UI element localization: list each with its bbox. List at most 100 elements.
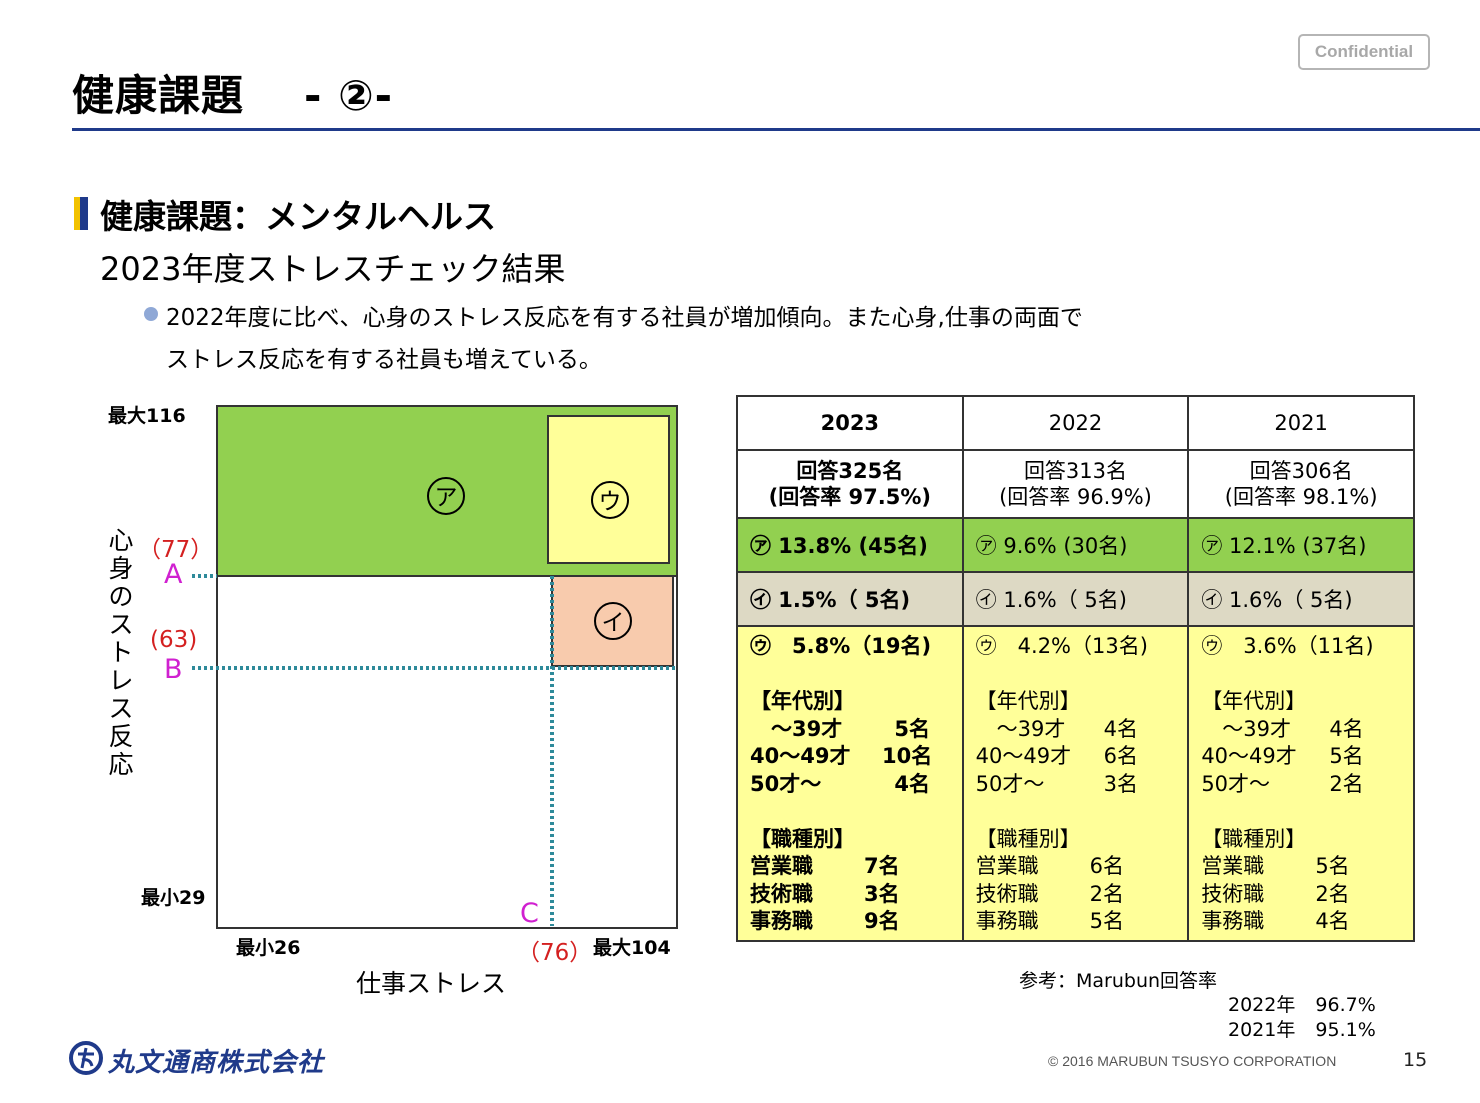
age-label: 50才～ — [1201, 771, 1271, 796]
job-value: 9名 — [864, 909, 900, 933]
company-name: 丸文通商株式会社 — [108, 1048, 325, 1078]
age-row: ～39才 4名 — [976, 716, 1180, 744]
job-label: 技術職 — [1201, 881, 1265, 906]
job-value: 5名 — [1089, 909, 1125, 933]
c-threshold-value: （76） — [517, 940, 593, 966]
response-rate: (回答率 96.9%) — [999, 485, 1152, 509]
x-axis-label: 仕事ストレス — [356, 969, 507, 998]
bullet-text-line1: 2022年度に比べ、心身のストレス反応を有する社員が増加傾向。また心身,仕事の両… — [166, 305, 1083, 331]
reference-year: 2021年 — [1228, 1019, 1296, 1041]
section-subheading: 2023年度ストレスチェック結果 — [100, 250, 566, 288]
reference-year: 2022年 — [1228, 994, 1296, 1016]
title-text: 健康課題 — [72, 71, 245, 120]
copyright: © 2016 MARUBUN TSUSYO CORPORATION — [1048, 1053, 1337, 1069]
zone-u-total: ㋒ 5.8%（19名) — [750, 634, 932, 658]
a-threshold-letter: A — [164, 559, 183, 590]
reference-label: 参考：Marubun回答率 — [1019, 970, 1218, 992]
confidential-badge: Confidential — [1298, 34, 1430, 70]
zone-u-2023: ㋒ 5.8%（19名) 【年代別】 ～39才 5名 40～49才 10名 50才～ 4… — [736, 625, 964, 942]
job-label: 事務職 — [1201, 909, 1265, 933]
job-value: 6名 — [1089, 854, 1125, 878]
zone-u-rect — [547, 415, 670, 564]
a-threshold-value: （77） — [138, 537, 214, 563]
age-value: 5名 — [894, 716, 930, 741]
reference-row: 2021年 95.1% — [1228, 1015, 1376, 1042]
age-label: ～39才 — [975, 716, 1066, 741]
year-2023: 2023 — [736, 395, 964, 451]
age-value: 6名 — [1103, 744, 1139, 768]
age-value: 4名 — [1103, 716, 1139, 741]
age-label: 40～49才 — [975, 744, 1072, 768]
age-label: ～39才 — [750, 716, 843, 741]
job-label: 営業職 — [750, 854, 813, 878]
response-2021: 回答306名 (回答率 98.1%) — [1187, 449, 1415, 519]
zone-i-circle — [594, 602, 632, 640]
zone-u-2022: ㋒ 4.2%（13名) 【年代別】 ～39才 4名 40～49才 6名 50才～ 3名… — [961, 625, 1190, 942]
page-title: 健康課題 - ②- — [72, 62, 393, 123]
section-heading: 健康課題：メンタルヘルス — [100, 197, 496, 236]
job-value: 3名 — [864, 881, 900, 906]
job-row: 営業職 6名 — [976, 853, 1180, 881]
zone-a-circle — [427, 477, 465, 515]
bullet-icon — [144, 307, 158, 321]
b-threshold-letter: B — [164, 654, 183, 685]
age-row: 40～49才 5名 — [1201, 743, 1405, 771]
job-label: 技術職 — [975, 881, 1039, 906]
section-marker-blue — [80, 197, 88, 230]
age-heading: 【年代別】 — [750, 689, 855, 713]
zone-a-2023: ㋐ 13.8% (45名) — [736, 517, 964, 573]
job-row: 営業職 7名 — [750, 853, 954, 881]
x-min-label: 最小26 — [236, 937, 301, 959]
zone-a-2022: ㋐ 9.6% (30名) — [961, 517, 1190, 573]
c-threshold-letter: C — [520, 898, 539, 929]
zone-u-label: ウ — [599, 489, 622, 515]
response-rate: (回答率 97.5%) — [768, 485, 932, 509]
reference-row: 2022年 96.7% — [1228, 990, 1376, 1017]
age-row: 50才～ 4名 — [750, 771, 954, 799]
y-max-label: 最大116 — [108, 405, 186, 427]
year-2021: 2021 — [1187, 395, 1415, 451]
job-row: 営業職 5名 — [1201, 853, 1405, 881]
zone-a-row: ㋐ 13.8% (45名) ㋐ 9.6% (30名) ㋐ 12.1% (37名) — [736, 517, 1415, 573]
zone-u-circle — [591, 481, 629, 519]
zone-i-2021: ㋑ 1.6%（ 5名) — [1187, 571, 1415, 627]
response-count: 回答306名 — [1249, 459, 1353, 483]
job-row: 技術職 3名 — [750, 881, 954, 909]
response-2023: 回答325名 (回答率 97.5%) — [736, 449, 964, 519]
age-value: 2名 — [1329, 771, 1364, 796]
company-logo-icon — [69, 1041, 103, 1075]
zone-i-label: イ — [602, 610, 625, 636]
job-value: 5名 — [1315, 854, 1350, 878]
zone-u-total: ㋒ 3.6%（11名) — [1201, 634, 1374, 658]
response-count: 回答325名 — [796, 459, 904, 483]
response-rate: (回答率 98.1%) — [1224, 485, 1378, 509]
reference-rate: 95.1% — [1315, 1019, 1376, 1041]
age-row: 40～49才 6名 — [976, 743, 1180, 771]
zone-u-2021: ㋒ 3.6%（11名) 【年代別】 ～39才 4名 40～49才 5名 50才～ 2名… — [1187, 625, 1415, 942]
zone-i-2022: ㋑ 1.6%（ 5名) — [961, 571, 1190, 627]
year-2022: 2022 — [961, 395, 1190, 451]
age-row: 40～49才 10名 — [750, 743, 954, 771]
job-label: 事務職 — [975, 909, 1039, 933]
age-label: 50才～ — [750, 771, 822, 796]
page-number: 15 — [1403, 1049, 1428, 1071]
zone-i-row: ㋑ 1.5%（ 5名) ㋑ 1.6%（ 5名) ㋑ 1.6%（ 5名) — [736, 571, 1415, 627]
age-label: 40～49才 — [750, 744, 851, 768]
age-row: ～39才 4名 — [1201, 716, 1405, 744]
job-label: 技術職 — [750, 881, 813, 906]
job-row: 技術職 2名 — [976, 881, 1180, 909]
zone-a-2021: ㋐ 12.1% (37名) — [1187, 517, 1415, 573]
age-value: 4名 — [894, 771, 930, 796]
age-heading: 【年代別】 — [975, 689, 1081, 713]
job-label: 営業職 — [975, 854, 1039, 878]
job-label: 営業職 — [1201, 854, 1265, 878]
job-label: 事務職 — [750, 909, 813, 933]
zone-u-row: ㋒ 5.8%（19名) 【年代別】 ～39才 5名 40～49才 10名 50才～ 4… — [736, 625, 1415, 942]
age-value: 4名 — [1329, 716, 1364, 741]
y-axis-label: 心身のストレス反応 — [108, 526, 134, 779]
age-row: 50才～ 2名 — [1201, 771, 1405, 799]
job-value: 4名 — [1315, 909, 1350, 933]
age-value: 10名 — [882, 744, 933, 768]
zone-i-2023: ㋑ 1.5%（ 5名) — [736, 571, 964, 627]
job-row: 事務職 5名 — [976, 908, 1180, 936]
